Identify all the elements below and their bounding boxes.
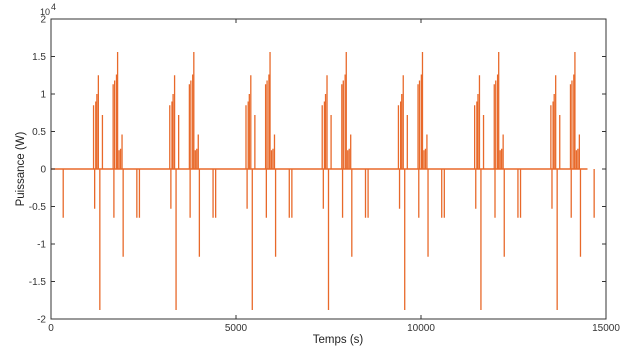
x-tick-label: 10000 xyxy=(407,323,435,334)
x-tick-label: 15000 xyxy=(592,323,620,334)
y-tick-label: -0.5 xyxy=(29,202,47,213)
x-tick-label: 5000 xyxy=(225,323,248,334)
series-layer xyxy=(51,52,595,310)
y-axis-ticks: -2 -1.5 -1 -0.5 0 0.5 1 1.5 2 xyxy=(29,15,606,326)
y-tick-label: 2 xyxy=(40,15,46,26)
y-tick-label: -1.5 xyxy=(29,277,47,288)
y-tick-label: -2 xyxy=(37,315,46,326)
y-tick-label: 0.5 xyxy=(32,127,46,138)
x-axis-label: Temps (s) xyxy=(313,334,364,346)
x-axis-ticks: 0 5000 10000 15000 xyxy=(48,19,620,334)
y-tick-label: -1 xyxy=(37,240,46,251)
y-tick-label: 1.5 xyxy=(32,52,46,63)
y-axis-label: Puissance (W) xyxy=(15,131,27,206)
y-multiplier-base: 10 xyxy=(40,7,50,17)
y-multiplier-exponent: 4 xyxy=(51,2,56,12)
y-tick-label: 1 xyxy=(40,90,46,101)
y-tick-label: 0 xyxy=(40,165,46,176)
x-tick-label: 0 xyxy=(48,323,54,334)
